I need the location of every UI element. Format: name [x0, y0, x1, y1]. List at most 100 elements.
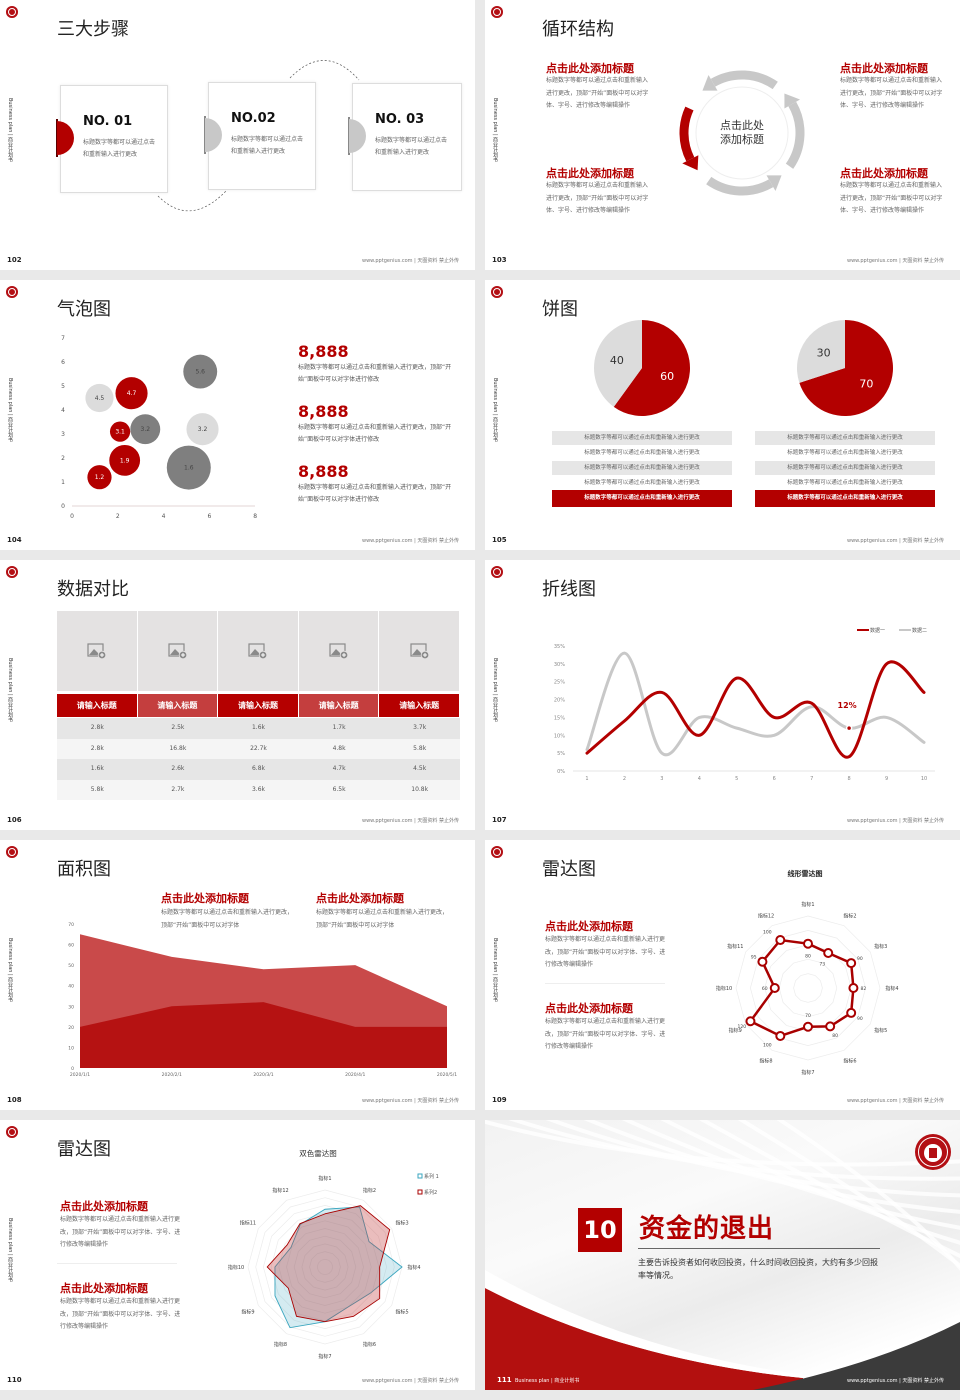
table-cell: 2.6k: [171, 765, 185, 772]
slide-title: 雷达图: [57, 1139, 111, 1160]
y-tick-label: 7: [61, 335, 65, 342]
image-placeholder[interactable]: [298, 611, 379, 691]
image-placeholder[interactable]: [218, 611, 298, 691]
arrow-head-icon: [682, 155, 699, 171]
table-cell: 16.8k: [169, 744, 187, 752]
image-placeholder-icon: [410, 643, 429, 659]
radar-grid-ring: [286, 1228, 364, 1306]
logo-icon: [491, 566, 503, 578]
frame: [87, 643, 104, 657]
column-header: 请输入标题: [57, 694, 137, 717]
table-cell: 2.5k: [171, 724, 185, 731]
seal-ring: [918, 1137, 948, 1167]
chart-title: 线形雷达图: [788, 869, 823, 878]
list-row: 标题数字等都可以通过点击和重新输入进行更改: [552, 461, 732, 475]
pie-slice: [613, 320, 690, 416]
bubble-label: 4.5: [95, 395, 105, 402]
radar-axis-label: 指标5: [395, 1309, 408, 1316]
seal-mark: [929, 1148, 937, 1158]
title-divider: [638, 1248, 880, 1249]
radar-value-label: 100: [763, 1043, 772, 1049]
radar-axis-label: 指标3: [395, 1220, 408, 1227]
slide-104[interactable]: 气泡图 Business plan | 商业计划书 104 www.pptgenius…: [0, 280, 475, 550]
legend-swatch: [417, 1173, 423, 1179]
radar-point: [848, 983, 859, 993]
logo-icon: [6, 846, 18, 858]
table-row: [57, 779, 460, 800]
bubble: [183, 354, 218, 389]
page-number: 110: [7, 1376, 22, 1384]
section-number: 10: [578, 1208, 622, 1252]
stat-text: 标题数字等都可以通过点击和重新输入进行更改，顶部“开始”面板中可以对字体进行修改: [298, 424, 452, 443]
list-row: 标题数字等都可以通过点击和重新输入进行更改: [552, 476, 732, 490]
y-tick-label: 0%: [557, 769, 565, 775]
radar-grid-ring: [270, 1212, 380, 1322]
radar-point: [846, 958, 857, 969]
column-header: 请输入标题: [218, 694, 298, 717]
radar-value-label: 90: [857, 1016, 863, 1022]
legend-swatch: [417, 1189, 423, 1195]
block-text: 标题数字等都可以通过点击和重新输入进行更改，顶部“开始”面板中可以对字体、字号、…: [840, 77, 943, 109]
radar-point: [769, 983, 780, 993]
slide-109[interactable]: 雷达图 Business plan | 商业计划书 109 www.pptgenius…: [485, 840, 960, 1110]
frame: [248, 643, 266, 657]
list-row: 标题数字等都可以通过点击和重新输入进行更改: [755, 431, 935, 445]
stat-value: 8,888: [298, 462, 349, 481]
slide-102[interactable]: 三大步骤 Business plan | 商业计划书 102 www.pptgeniu…: [0, 0, 475, 270]
column-header: 请输入标题: [379, 694, 459, 717]
x-tick-label: 2: [116, 513, 120, 520]
slide-105[interactable]: 饼图 Business plan | 商业计划书 105 www.pptgenius.…: [485, 280, 960, 550]
slide-108[interactable]: 面积图 Business plan | 商业计划书 108 www.pptgenius…: [0, 840, 475, 1110]
slide-title: 面积图: [57, 859, 111, 880]
divider: [545, 983, 665, 984]
logo-icon: [6, 1126, 18, 1138]
radar-axis-label: 指标9: [729, 1027, 742, 1034]
radar-axis-label: 指标12: [758, 912, 774, 919]
image-placeholder[interactable]: [57, 611, 137, 691]
radar-axis-label: 指标2: [363, 1187, 376, 1194]
y-tick-label: 35%: [554, 644, 565, 650]
radar-axis-label: 指标8: [274, 1341, 287, 1348]
block-heading: 点击此处添加标题: [546, 62, 634, 75]
cycle-arrow-left: [679, 106, 695, 162]
image-placeholder[interactable]: [379, 611, 459, 691]
dashed-connector: [289, 60, 360, 81]
section-description: 主要告诉投资者如何收回投资，什么时间收回投资，大约有多少回报率等情况。: [638, 1258, 878, 1280]
radar-grid-ring: [293, 1235, 357, 1299]
chart-title: 双色雷达图: [299, 1148, 337, 1158]
cycle-arrow-right: [785, 101, 805, 169]
slide-111[interactable]: 10 资金的退出 主要告诉投资者如何收回投资，什么时间收回投资，大约有多少回报率等情…: [485, 1120, 960, 1390]
slide-107[interactable]: 折线图 Business plan | 商业计划书 107 www.pptgenius…: [485, 560, 960, 830]
radar-axis-label: 指标11: [240, 1220, 256, 1227]
side-text: Business plan | 商业计划书: [515, 1378, 580, 1384]
bubble: [109, 421, 131, 442]
x-tick-label: 0: [70, 513, 74, 520]
x-tick-label: 6: [207, 513, 211, 520]
block-text: 标题数字等都可以通过点击和重新输入进行更改，顶部“开始”面板中可以对字体: [161, 909, 294, 929]
block-heading: 点击此处添加标题: [316, 892, 404, 905]
y-tick-label: 25%: [554, 680, 565, 686]
y-tick-label: 70: [68, 922, 74, 928]
block-text: 标题数字等都可以通过点击和重新输入进行更改，顶部“开始”面板中可以对字体、字号、…: [545, 1018, 666, 1050]
slide-106[interactable]: 数据对比 Business plan | 商业计划书 106 www.pptgeniu…: [0, 560, 475, 830]
legend-label: 系列 1: [424, 1173, 439, 1180]
radar-point: [757, 956, 768, 967]
table-cell: 6.5k: [332, 785, 346, 793]
block-heading: 点击此处添加标题: [546, 167, 634, 180]
step-card: [60, 85, 168, 193]
slide-103[interactable]: 循环结构 Business plan | 商业计划书 103 www.pptgeniu…: [485, 0, 960, 270]
image-placeholder[interactable]: [137, 611, 218, 691]
x-tick-label: 10: [921, 776, 927, 782]
table-cell: 2.8k: [90, 724, 104, 731]
step-marker: [57, 121, 74, 155]
legend-label: 系列2: [424, 1189, 437, 1196]
logo-seal-icon: [915, 1134, 951, 1170]
radar-axis-label: 指标12: [272, 1187, 288, 1194]
footer-text: www.pptgenius.com | 天图资料 禁止外传: [846, 258, 944, 264]
bubble: [85, 383, 114, 413]
slide-110[interactable]: 雷达图 Business plan | 商业计划书 110 www.pptgenius…: [0, 1120, 475, 1390]
bubble: [130, 414, 161, 445]
background-curve: [485, 1120, 960, 1167]
footer-text: www.pptgenius.com | 天图资料 禁止外传: [361, 1098, 459, 1104]
table-cell: 2.7k: [171, 785, 185, 793]
